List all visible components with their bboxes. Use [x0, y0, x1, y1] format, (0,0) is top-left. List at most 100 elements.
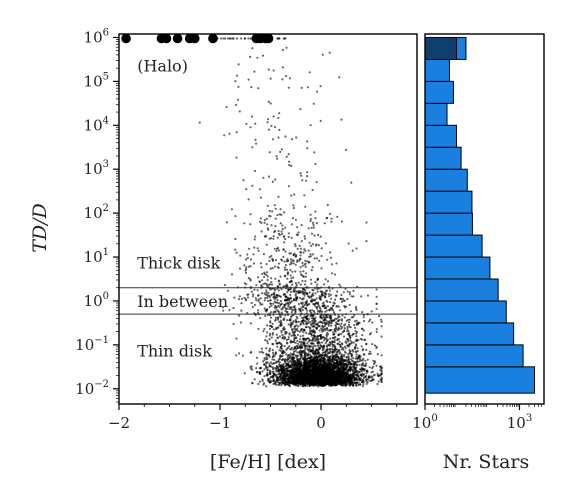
- scatter-point: [308, 380, 311, 383]
- scatter-point: [320, 267, 323, 270]
- scatter-point: [307, 354, 310, 357]
- scatter-point: [234, 237, 237, 241]
- scatter-point: [263, 358, 266, 362]
- scatter-point: [330, 318, 333, 321]
- scatter-point: [290, 323, 293, 326]
- scatter-point: [322, 384, 325, 387]
- scatter-point: [285, 370, 288, 373]
- scatter-point: [280, 368, 283, 372]
- scatter-point: [309, 326, 312, 329]
- scatter-point: [244, 271, 248, 274]
- scatter-point: [325, 340, 328, 343]
- scatter-point: [336, 351, 339, 354]
- scatter-point: [309, 353, 312, 356]
- scatter-point: [324, 318, 327, 321]
- scatter-point: [310, 300, 313, 303]
- scatter-point: [298, 244, 301, 247]
- scatter-point: [288, 356, 291, 360]
- scatter-point: [312, 303, 315, 306]
- scatter-point: [311, 319, 314, 323]
- scatter-point: [269, 372, 272, 375]
- scatter-point: [273, 310, 276, 313]
- scatter-point: [363, 353, 366, 356]
- scatter-point: [294, 368, 297, 371]
- scatter-point: [325, 309, 328, 312]
- scatter-point: [365, 372, 368, 375]
- scatter-point: [277, 316, 280, 319]
- scatter-point: [329, 256, 333, 259]
- scatter-point: [295, 329, 298, 332]
- scatter-point: [289, 369, 292, 372]
- scatter-point: [269, 332, 272, 335]
- scatter-point: [232, 307, 235, 310]
- scatter-point: [278, 349, 281, 352]
- scatter-point: [328, 375, 331, 378]
- scatter-point: [290, 334, 293, 337]
- scatter-point: [317, 372, 320, 375]
- scatter-point: [278, 379, 281, 382]
- scatter-point: [296, 342, 300, 345]
- scatter-point: [343, 327, 346, 330]
- scatter-point: [301, 374, 304, 378]
- scatter-point: [304, 237, 307, 240]
- scatter-point: [340, 319, 344, 322]
- scatter-point: [362, 316, 365, 319]
- scatter-point: [341, 346, 345, 349]
- scatter-point: [371, 376, 374, 379]
- scatter-point: [284, 358, 287, 361]
- scatter-point: [240, 309, 243, 312]
- scatter-point: [351, 375, 354, 378]
- scatter-point: [330, 328, 333, 332]
- scatter-point: [271, 267, 274, 270]
- scatter-point: [304, 344, 308, 347]
- scatter-point: [338, 376, 341, 379]
- scatter-point: [257, 298, 260, 301]
- scatter-point: [315, 377, 318, 380]
- scatter-point: [313, 339, 316, 342]
- scatter-point: [274, 339, 277, 342]
- scatter-point: [275, 294, 278, 297]
- scatter-point: [357, 383, 360, 386]
- scatter-point: [355, 363, 358, 366]
- scatter-point: [338, 362, 341, 365]
- scatter-point: [293, 345, 297, 349]
- scatter-point: [294, 360, 297, 363]
- scatter-point: [282, 363, 285, 366]
- scatter-point: [292, 377, 295, 380]
- scatter-point: [313, 298, 316, 301]
- scatter-point: [320, 336, 323, 339]
- scatter-point: [325, 361, 328, 364]
- scatter-point: [321, 310, 324, 313]
- scatter-point: [333, 351, 336, 354]
- scatter-point: [340, 293, 343, 297]
- scatter-point: [282, 235, 285, 238]
- scatter-point: [266, 374, 269, 377]
- scatter-point: [280, 384, 283, 387]
- scatter-point: [303, 328, 306, 331]
- scatter-point: [289, 339, 293, 342]
- scatter-point: [329, 301, 332, 304]
- scatter-point: [357, 375, 360, 379]
- scatter-point: [312, 351, 315, 355]
- scatter-point: [271, 362, 274, 365]
- scatter-point: [282, 376, 285, 380]
- scatter-point: [263, 357, 266, 360]
- scatter-point: [355, 381, 359, 385]
- scatter-point: [316, 344, 320, 347]
- scatter-point: [287, 301, 290, 305]
- scatter-point: [330, 368, 333, 371]
- scatter-point: [276, 336, 279, 339]
- scatter-point: [238, 295, 241, 298]
- scatter-point: [327, 293, 330, 296]
- scatter-point: [305, 337, 308, 340]
- scatter-point: [257, 382, 260, 386]
- scatter-point: [304, 352, 307, 355]
- scatter-point: [270, 304, 273, 307]
- scatter-point: [235, 337, 238, 340]
- scatter-point: [297, 290, 300, 293]
- scatter-point: [377, 375, 380, 378]
- scatter-point: [342, 381, 345, 384]
- scatter-point: [354, 361, 357, 364]
- scatter-point: [286, 291, 289, 294]
- scatter-point: [348, 293, 351, 296]
